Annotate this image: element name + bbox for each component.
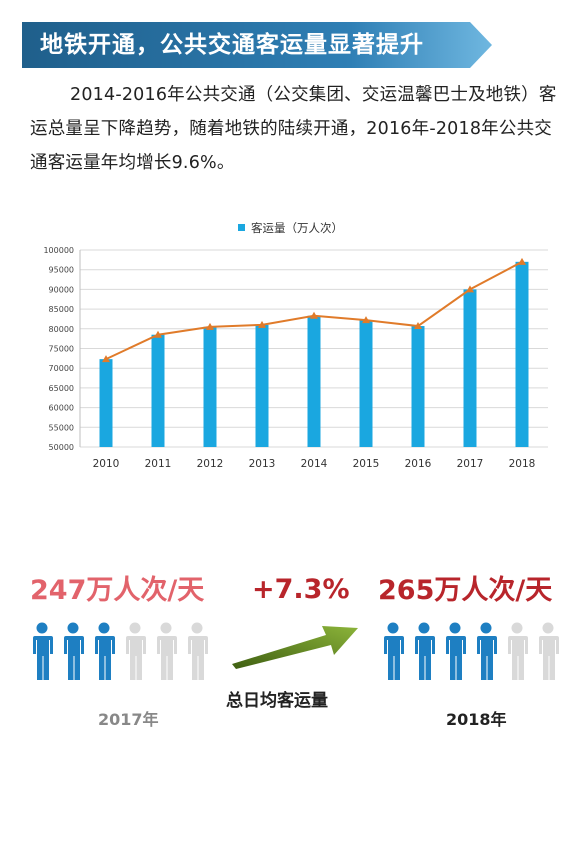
legend-swatch — [238, 224, 245, 231]
people-2018 — [384, 622, 559, 680]
y-tick-label: 95000 — [49, 266, 74, 275]
year-2017-label: 2017年 — [98, 710, 159, 729]
y-tick-label: 75000 — [49, 345, 74, 354]
bar-2018 — [515, 261, 529, 447]
trend-marker-2014 — [310, 311, 318, 319]
intro-paragraph: 2014-2016年公共交通（公交集团、交运温馨巴士及地铁）客运总量呈下降趋势，… — [30, 85, 557, 173]
bar-2011 — [151, 334, 165, 447]
y-tick-label: 60000 — [49, 404, 74, 413]
page-title: 地铁开通，公共交通客运量显著提升 — [40, 32, 424, 58]
growth-rate: +7.3% — [252, 574, 350, 605]
person-filled-icon — [415, 622, 435, 680]
x-tick-label: 2018 — [509, 458, 536, 470]
x-tick-label: 2015 — [353, 458, 380, 470]
x-tick-label: 2011 — [145, 458, 172, 470]
y-tick-label: 80000 — [49, 325, 74, 334]
year-2018-label: 2018年 — [446, 710, 507, 729]
y-tick-label: 85000 — [49, 305, 74, 314]
passenger-volume-chart: 客运量（万人次） 2010 2011 2012 2013 2014 2015 2016 201… — [43, 221, 548, 470]
y-tick-label: 70000 — [49, 364, 74, 373]
trend-marker-2015 — [362, 316, 370, 324]
trend-marker-2013 — [258, 320, 266, 328]
person-filled-icon — [64, 622, 84, 680]
y-tick-label: 50000 — [49, 443, 74, 452]
people-2017 — [33, 622, 208, 680]
growth-arrow-icon — [232, 626, 358, 669]
y-tick-label: 90000 — [49, 285, 74, 294]
bar-2015 — [359, 320, 373, 447]
person-empty-icon — [157, 622, 177, 680]
trend-marker-2010 — [102, 355, 110, 363]
person-filled-icon — [477, 622, 497, 680]
trend-marker-2012 — [206, 322, 214, 330]
y-tick-label: 55000 — [49, 423, 74, 432]
x-tick-label: 2016 — [405, 458, 432, 470]
person-filled-icon — [33, 622, 53, 680]
bar-2016 — [411, 326, 425, 447]
trend-marker-2018 — [518, 257, 526, 265]
bar-2013 — [255, 324, 269, 447]
person-empty-icon — [126, 622, 146, 680]
person-filled-icon — [384, 622, 404, 680]
person-empty-icon — [508, 622, 528, 680]
x-tick-label: 2013 — [249, 458, 276, 470]
x-tick-label: 2017 — [457, 458, 484, 470]
bar-2010 — [99, 359, 113, 447]
x-tick-label: 2010 — [93, 458, 120, 470]
stat-2017-value: 247万人次/天 — [30, 575, 205, 606]
person-empty-icon — [539, 622, 559, 680]
bar-2014 — [307, 315, 321, 447]
legend-label: 客运量（万人次） — [251, 221, 343, 235]
title-banner — [22, 22, 492, 68]
bar-2012 — [203, 326, 217, 447]
x-tick-label: 2012 — [197, 458, 224, 470]
bar-2017 — [463, 289, 477, 447]
y-tick-label: 100000 — [43, 246, 74, 255]
daily-volume-label: 总日均客运量 — [226, 691, 328, 711]
person-empty-icon — [188, 622, 208, 680]
person-filled-icon — [446, 622, 466, 680]
stat-2018-value: 265万人次/天 — [378, 575, 553, 606]
y-tick-label: 65000 — [49, 384, 74, 393]
trend-marker-2017 — [466, 285, 474, 293]
chart-legend: 客运量（万人次） — [238, 221, 343, 235]
trend-marker-2016 — [414, 322, 422, 330]
x-tick-label: 2014 — [301, 458, 328, 470]
person-filled-icon — [95, 622, 115, 680]
trend-marker-2011 — [154, 330, 162, 338]
